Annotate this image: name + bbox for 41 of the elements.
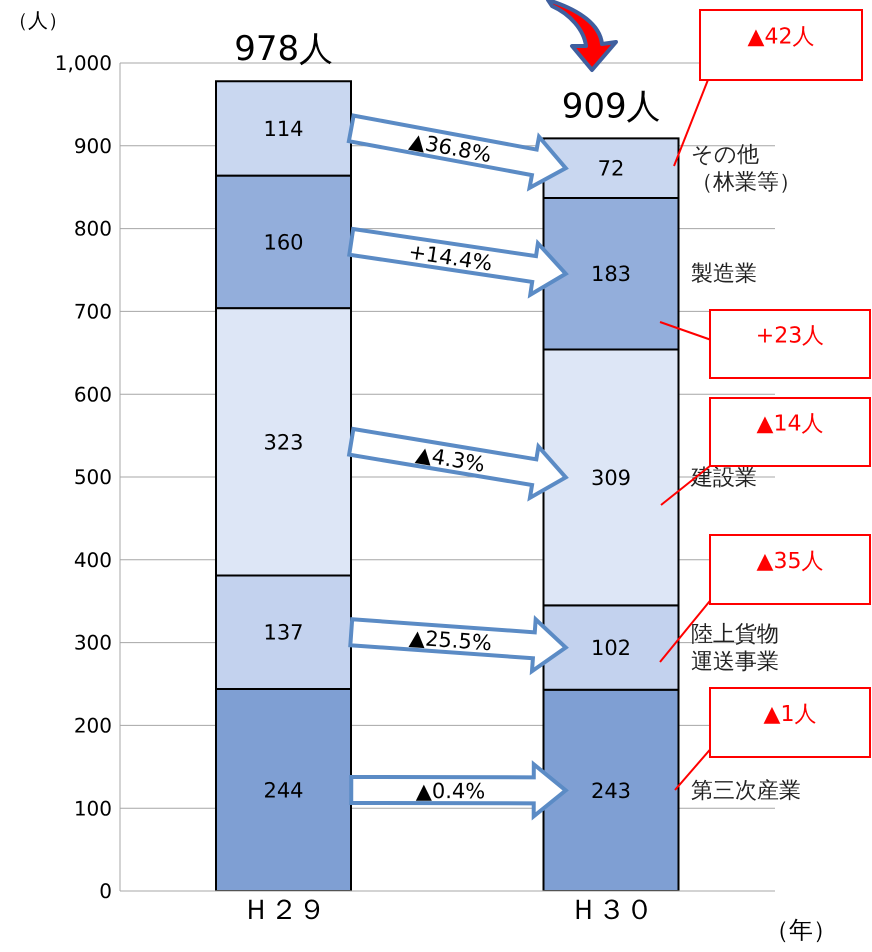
data-label: 137 [263,620,304,645]
total-label: 909人 [562,86,661,126]
annotation: ▲25.5% [408,625,493,656]
data-label: 323 [263,430,304,454]
annotation: +14.4% [406,240,494,276]
series-label: 第三次産業 [690,778,801,803]
x-tick-label: Ｈ２９ [242,892,326,926]
y-tick-label: 100 [74,796,112,820]
y-tick-label: 500 [74,465,112,490]
y-axis-title: （人） [8,8,68,32]
x-axis-title: （年） [765,916,837,944]
annotation: ▲1人 [764,702,816,727]
y-tick-label: 400 [74,548,112,572]
annotation: +23人 [756,324,824,348]
series-label: 陸上貨物運送事業 [690,621,779,674]
annotation: ▲36.8% [408,128,494,168]
data-label: 114 [263,116,304,141]
data-label: 160 [263,230,304,254]
y-tick-label: 700 [74,300,112,324]
y-tick-label: 200 [74,714,112,738]
data-label: 309 [590,466,632,490]
y-tick-label: 1,000 [54,51,112,76]
text: ▲42人 [748,24,814,50]
data-label: 243 [590,778,632,803]
data-label: 244 [263,778,304,802]
y-tick-label: 900 [74,134,112,158]
series-label: その他（林業等） [690,142,801,194]
total-label: 978人 [234,29,334,70]
data-label: 72 [598,156,624,181]
annotation: ▲0.4% [416,779,486,804]
y-tick-label: 600 [74,382,112,406]
annotation: ▲35人 [756,549,824,574]
y-tick-label: 800 [74,216,112,241]
y-tick-label: 0 [99,879,112,904]
series-label: 製造業 [690,261,757,286]
x-tick-label: Ｈ３０ [569,892,654,926]
data-label: 183 [590,262,632,286]
annotation: ▲14人 [756,412,824,436]
y-tick-label: 300 [74,630,112,655]
annotation: ▲4.3% [414,442,487,477]
data-label: 102 [590,636,632,660]
